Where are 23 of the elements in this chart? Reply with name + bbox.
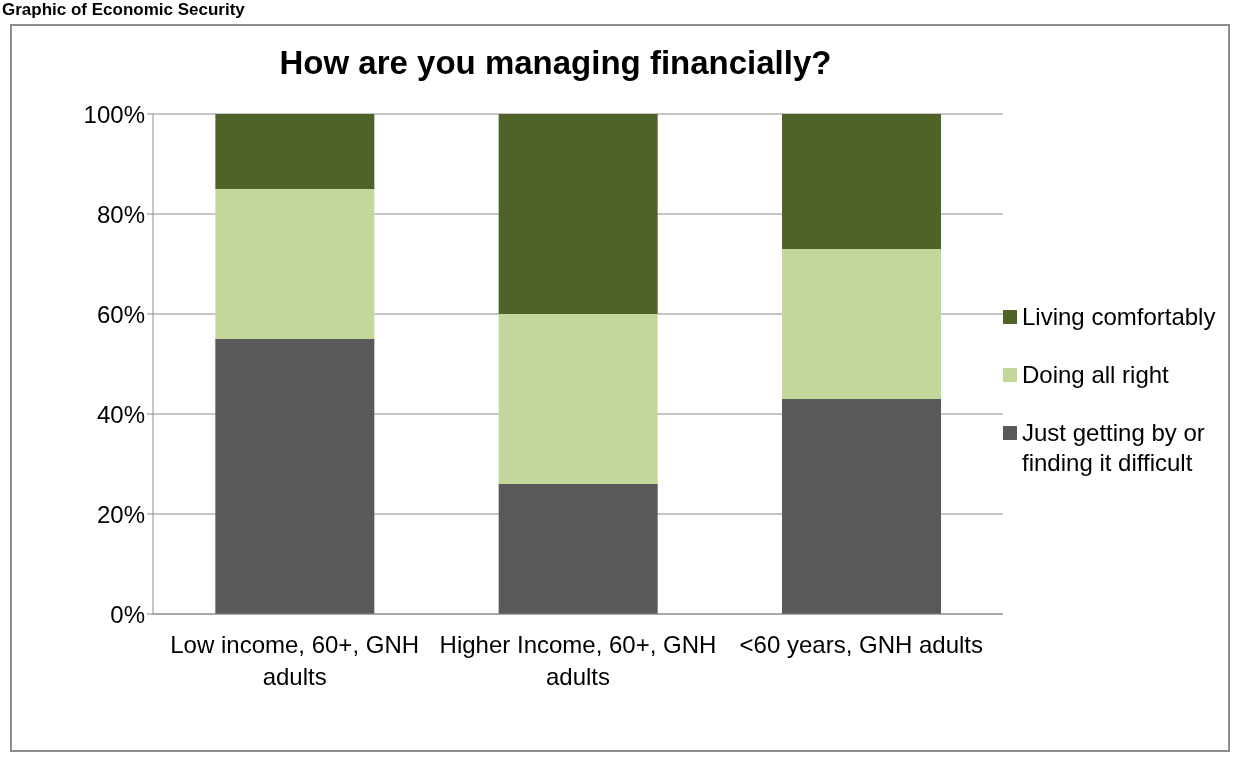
y-tick-label: 100% [83, 100, 145, 128]
legend-label: Living comfortably [1022, 302, 1216, 332]
y-tick-label: 20% [96, 500, 145, 528]
y-tick-label: 0% [110, 600, 145, 628]
x-tick-label: Higher Income, 60+, GNH adults [439, 631, 717, 691]
bar [782, 114, 941, 249]
y-tick-label: 80% [96, 200, 145, 228]
y-tick-label: 60% [96, 300, 145, 328]
text: Graphic of Economic Security [2, 0, 245, 20]
chart-title: How are you managing financially? [278, 44, 833, 82]
x-tick-label: Low income, 60+, GNH adults [170, 631, 420, 691]
legend-label: Doing all right [1022, 360, 1169, 390]
bar [498, 314, 658, 484]
legend-label: Just getting by or finding it difficult [1022, 418, 1206, 478]
bar [498, 114, 658, 314]
bar [215, 189, 375, 339]
bar [498, 484, 658, 614]
bar [215, 339, 375, 614]
bar [782, 399, 941, 614]
bar [215, 114, 375, 189]
bar [782, 249, 941, 399]
y-tick-label: 40% [96, 400, 145, 428]
x-tick-label: <60 years, GNH adults [739, 631, 984, 659]
